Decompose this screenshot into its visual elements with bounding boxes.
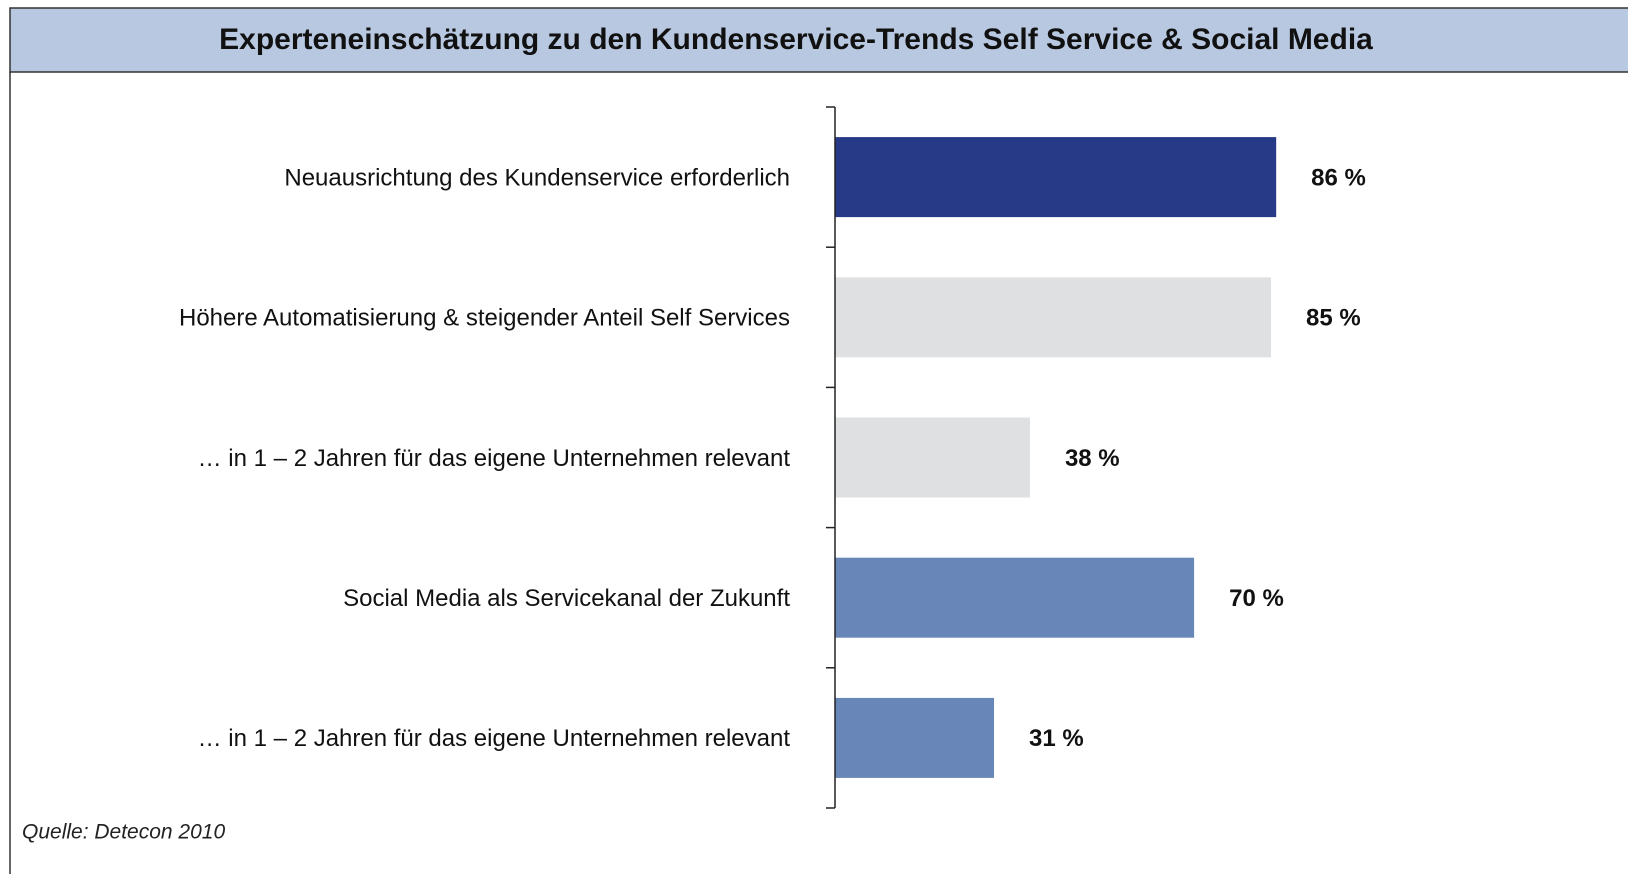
y-tick-label: Neuausrichtung des Kundenservice erforde… [284, 164, 790, 191]
value-label: 85 % [1306, 305, 1361, 332]
bar [835, 277, 1272, 358]
y-tick-label: Höhere Automatisierung & steigender Ante… [179, 305, 790, 332]
title-bar [9, 7, 1628, 73]
source: Quelle: Detecon 2010 [22, 821, 225, 844]
bar [835, 137, 1277, 218]
value-label: 31 % [1029, 725, 1084, 752]
bar [835, 697, 995, 778]
y-tick-label: … in 1 – 2 Jahren für das eigene Unterne… [198, 445, 791, 472]
value-label: 70 % [1229, 585, 1284, 612]
value-label: 86 % [1311, 164, 1366, 191]
bar [835, 417, 1030, 498]
y-tick-label: … in 1 – 2 Jahren für das eigene Unterne… [198, 725, 791, 752]
value-label: 38 % [1065, 445, 1120, 472]
y-tick-label: Social Media als Servicekanal der Zukunf… [343, 585, 790, 612]
bar [835, 557, 1195, 638]
chart-title: Experteneinschätzung zu den Kundenservic… [219, 23, 1373, 56]
